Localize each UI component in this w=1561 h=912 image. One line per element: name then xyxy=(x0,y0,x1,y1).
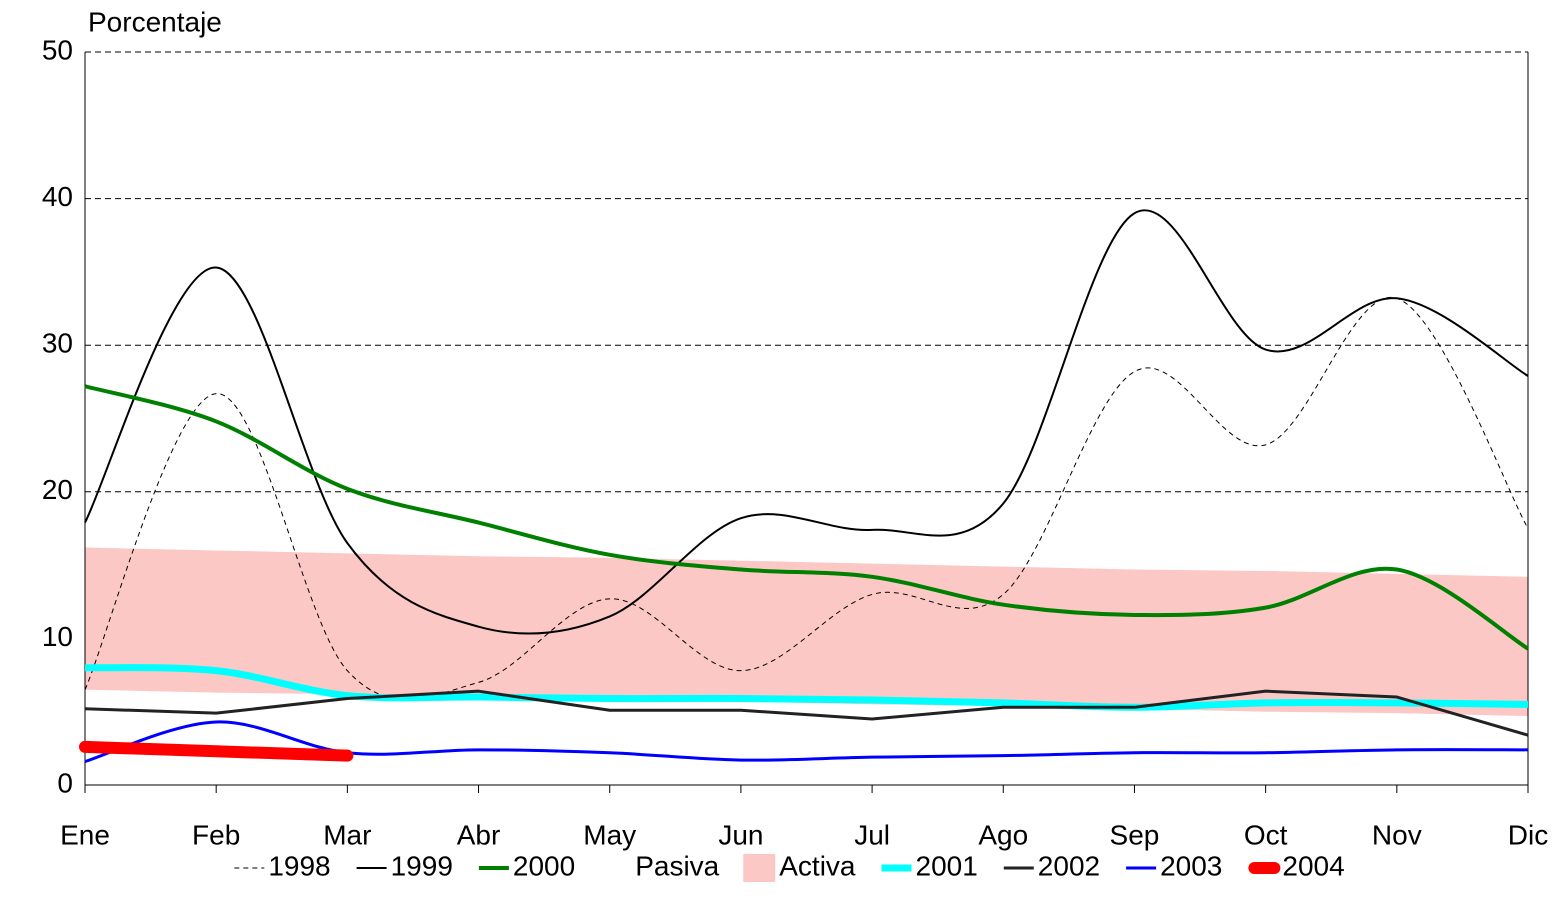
area xyxy=(85,689,1528,785)
line xyxy=(84,209,1529,635)
legend-label: 2003 xyxy=(1160,850,1222,881)
legend-label: 2004 xyxy=(1282,850,1344,881)
x-tick-label: Ago xyxy=(978,819,1028,850)
x-tick-label: Oct xyxy=(1244,819,1288,850)
y-tick-label: 20 xyxy=(42,474,73,505)
y-axis-label: Porcentaje xyxy=(88,6,222,37)
legend-label: 1999 xyxy=(391,850,453,881)
y-tick-label: 40 xyxy=(42,181,73,212)
y-tick-label: 0 xyxy=(57,767,73,798)
x-tick-label: Abr xyxy=(457,819,501,850)
x-tick-label: Nov xyxy=(1372,819,1422,850)
line xyxy=(84,297,1529,700)
legend-label: 2001 xyxy=(916,850,978,881)
line xyxy=(79,740,354,762)
x-tick-label: Sep xyxy=(1110,819,1160,850)
line xyxy=(84,384,1530,651)
legend-label: 2002 xyxy=(1038,850,1100,881)
y-tick-label: 10 xyxy=(42,621,73,652)
x-tick-label: Feb xyxy=(192,819,240,850)
legend-label: Pasiva xyxy=(635,850,719,881)
legend-label: 2000 xyxy=(513,850,575,881)
x-tick-label: Jun xyxy=(718,819,763,850)
legend-swatch xyxy=(599,854,632,882)
line xyxy=(84,689,1529,737)
area xyxy=(85,547,1528,717)
x-tick-label: Mar xyxy=(323,819,371,850)
x-tick-label: Ene xyxy=(60,819,110,850)
x-tick-label: Dic xyxy=(1508,819,1548,850)
y-tick-label: 50 xyxy=(42,34,73,65)
x-tick-label: May xyxy=(583,819,636,850)
line xyxy=(84,664,1529,711)
legend-swatch xyxy=(743,854,776,882)
legend-label: Activa xyxy=(779,850,856,881)
legend-label: 1998 xyxy=(268,850,330,881)
x-tick-label: Jul xyxy=(854,819,890,850)
y-tick-label: 30 xyxy=(42,328,73,359)
